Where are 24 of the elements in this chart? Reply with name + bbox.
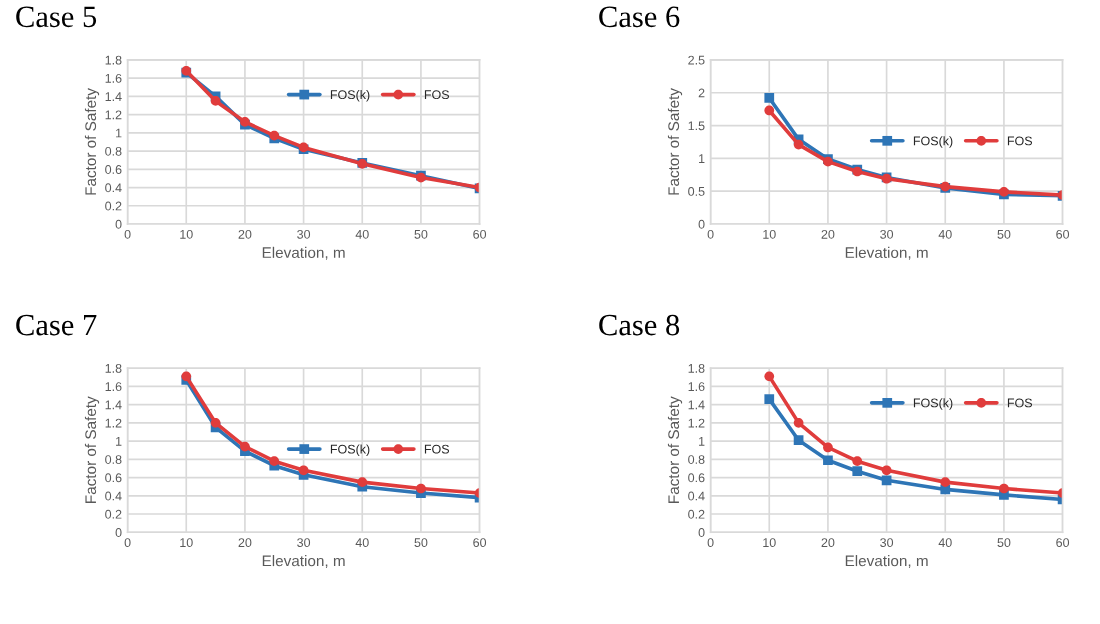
- point: [999, 483, 1009, 494]
- point: [210, 418, 221, 428]
- point: [764, 105, 775, 116]
- point: [764, 93, 775, 103]
- point: [940, 477, 951, 487]
- point: [852, 466, 863, 477]
- point: [764, 394, 775, 405]
- chart-title: Case 5: [16, 6, 97, 28]
- point: [793, 435, 804, 446]
- chart-title: Case 8: [599, 314, 680, 336]
- point: [881, 465, 892, 476]
- chart-title: Case 7: [16, 314, 97, 336]
- point: [823, 442, 833, 453]
- point: [823, 455, 833, 466]
- point: [793, 139, 804, 150]
- chart-title: Case 6: [599, 6, 680, 28]
- point: [416, 483, 426, 494]
- point: [210, 96, 221, 106]
- point: [357, 477, 368, 487]
- point: [793, 418, 804, 428]
- point: [852, 456, 863, 467]
- point: [881, 475, 892, 486]
- point: [764, 371, 775, 382]
- point: [240, 441, 250, 452]
